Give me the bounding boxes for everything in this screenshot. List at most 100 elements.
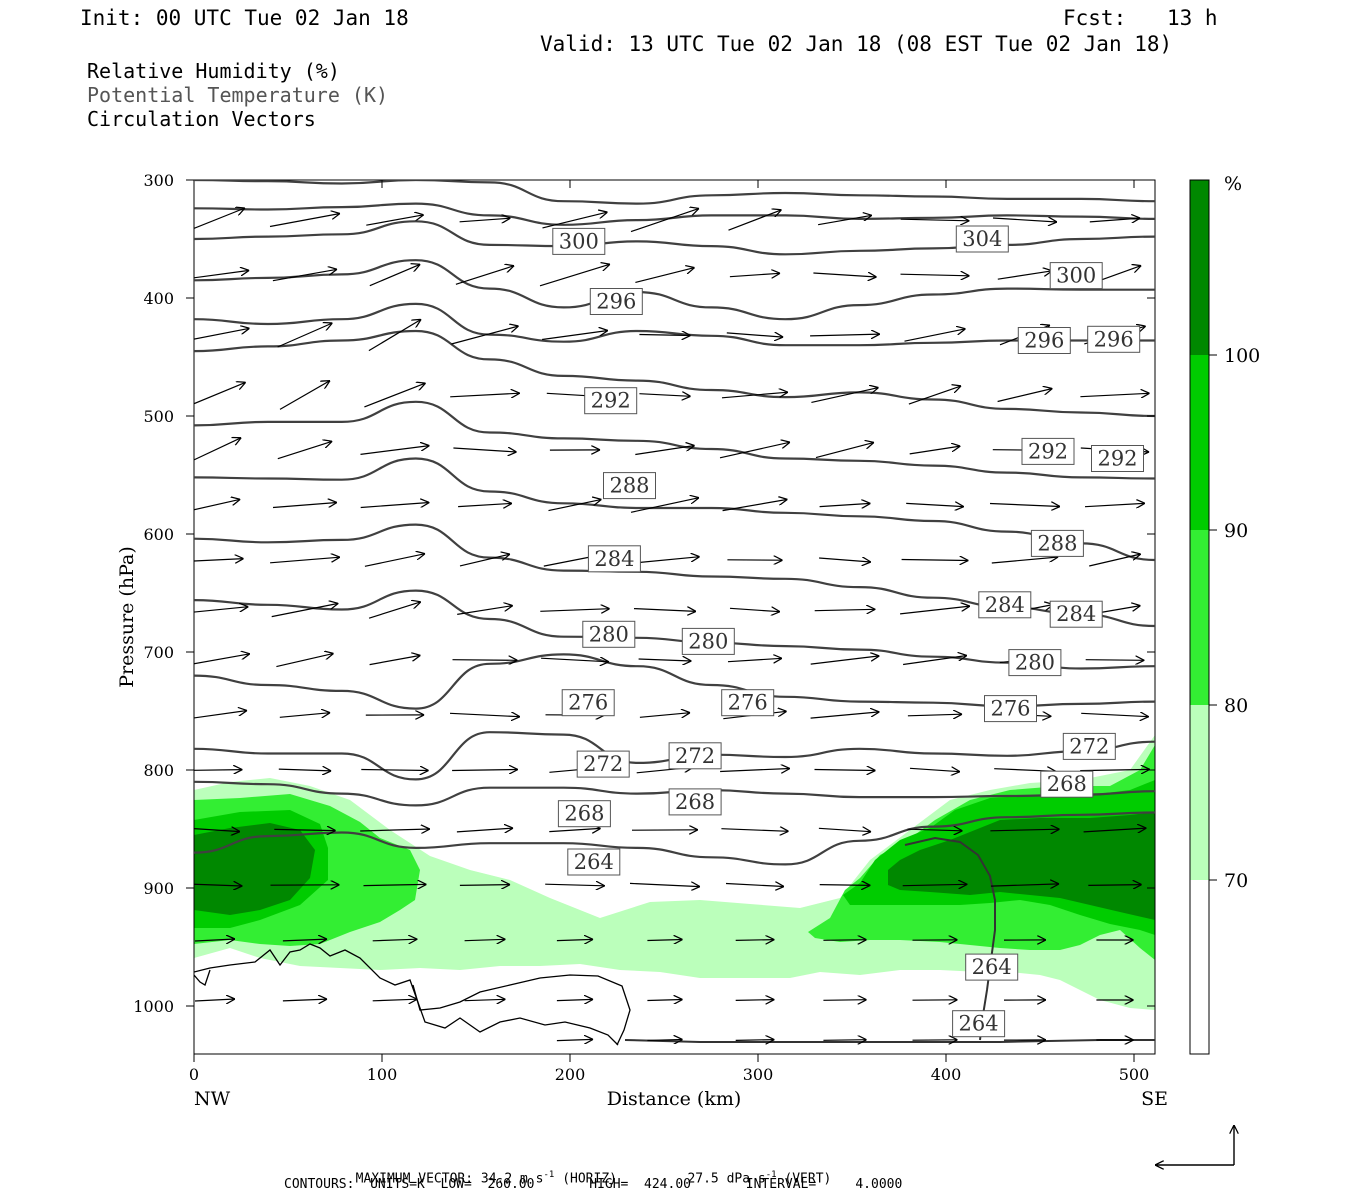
plot-frame — [193, 179, 1156, 1055]
theta-label: 268 — [1040, 770, 1094, 798]
theta-contour-268 — [194, 589, 1155, 670]
colorbar-frame — [1189, 179, 1210, 1055]
theta-label: 288 — [1030, 529, 1084, 557]
circulation-vector — [542, 212, 608, 229]
x-tick-label: 500 — [1119, 1065, 1150, 1084]
vertical-unit: (VERT) — [784, 1171, 832, 1187]
theta-label-box — [681, 627, 735, 655]
theta-contour-292 — [194, 259, 1155, 321]
theta-label-box — [1008, 649, 1062, 677]
circulation-vector — [630, 498, 699, 513]
theta-label-box — [582, 620, 636, 648]
circulation-vector — [823, 1040, 866, 1041]
circulation-vector — [907, 829, 963, 831]
circulation-vector — [282, 939, 327, 941]
circulation-vector — [727, 658, 782, 661]
y-tick-400: 400 — [143, 289, 1155, 308]
circulation-vector — [282, 999, 327, 1001]
theta-label-text: 296 — [1024, 329, 1064, 353]
theta-contour-256 — [194, 780, 1155, 807]
theta-label-text: 264 — [959, 1012, 999, 1036]
circulation-vector — [194, 828, 240, 831]
theta-label-box — [1091, 445, 1144, 472]
circulation-vector — [633, 609, 696, 612]
circulation-vector — [729, 608, 780, 611]
theta-label: 268 — [557, 800, 611, 828]
x-tick-400: 400 — [931, 180, 961, 1084]
surface-contour-inner — [412, 974, 631, 1046]
theta-label: 292 — [1021, 437, 1075, 465]
circulation-vector — [452, 660, 518, 661]
circulation-vector — [900, 606, 970, 615]
circulation-vector — [368, 319, 421, 352]
circulation-vector — [901, 560, 969, 561]
circulation-vector — [271, 603, 339, 618]
circulation-vector — [194, 382, 245, 405]
circulation-vector — [997, 271, 1052, 280]
surface-contour-base — [624, 1039, 1155, 1043]
y-tick-label: 800 — [143, 761, 174, 780]
circulation-vector — [194, 711, 247, 719]
circulation-vector — [1089, 218, 1140, 222]
theta-label: 296 — [589, 288, 643, 315]
theta-label-text: 264 — [574, 850, 614, 874]
colorbar-segment-100 — [1190, 180, 1209, 355]
circulation-vector — [451, 326, 518, 345]
theta-label: 284 — [1049, 600, 1103, 628]
forecast-label: Fcst: — [1063, 6, 1127, 30]
circulation-vector — [194, 770, 243, 771]
theta-label: 280 — [681, 627, 735, 655]
circulation-vector — [819, 558, 871, 562]
y-tick-label: 500 — [143, 407, 174, 426]
y-tick-label: 300 — [143, 171, 174, 190]
x-tick-label: 300 — [743, 1065, 774, 1084]
circulation-vector — [556, 999, 593, 1000]
legend-potential-temperature: Potential Temperature (K) — [87, 83, 389, 107]
circulation-vector — [635, 268, 694, 283]
circulation-vector — [639, 713, 690, 718]
circulation-vector — [904, 329, 966, 342]
footer-max-vector: MAXIMUM VECTOR: 34.2 m s-1 (HORIZ) 27.5 … — [340, 1158, 832, 1187]
y-tick-label: 400 — [143, 289, 174, 308]
theta-label-text: 268 — [675, 790, 715, 814]
circulation-vector — [630, 557, 699, 564]
theta-label: 276 — [561, 689, 615, 717]
circulation-vector — [1081, 713, 1149, 716]
circulation-vector — [364, 383, 425, 408]
circulation-vector — [729, 273, 780, 276]
theta-label-text: 292 — [591, 389, 631, 413]
theta-label: 272 — [668, 742, 722, 770]
circulation-vector — [823, 940, 866, 941]
circulation-vector — [990, 884, 1059, 886]
circulation-vector — [279, 381, 330, 410]
rh-70-region — [194, 735, 1155, 1010]
theta-label-box — [1017, 327, 1071, 354]
circulation-vector — [1088, 885, 1141, 886]
theta-label-box — [984, 695, 1037, 723]
theta-label-text: 272 — [675, 744, 715, 768]
theta-label-box — [1062, 732, 1116, 760]
y-tick-label: 700 — [143, 643, 174, 662]
colorbar-label-80: 80 — [1224, 695, 1248, 717]
theta-label-box — [978, 591, 1032, 619]
y-tick-800: 800 — [143, 761, 1155, 780]
circulation-vector — [647, 1000, 682, 1001]
theta-label-box — [952, 1010, 1006, 1038]
theta-label-text: 304 — [962, 227, 1002, 251]
circulation-vector — [1083, 828, 1147, 832]
circulation-vector — [194, 208, 245, 230]
circulation-vector — [194, 438, 241, 461]
contour-labels: 300 304 300 296 296 296 292 292 292 288 288 284 284 2… — [552, 225, 1144, 1038]
theta-label-text: 300 — [559, 229, 599, 253]
circulation-vector — [364, 554, 425, 567]
theta-label: 304 — [955, 225, 1009, 253]
circulation-vector — [276, 653, 333, 668]
colorbar-unit: % — [1224, 173, 1242, 195]
colorbar-segment-80 — [1190, 530, 1209, 705]
circulation-vector — [366, 215, 423, 226]
circulation-vector — [990, 829, 1059, 831]
circulation-vector — [997, 389, 1053, 403]
y-tick-500: 500 — [143, 407, 1155, 426]
theta-label-text: 292 — [1097, 447, 1137, 471]
